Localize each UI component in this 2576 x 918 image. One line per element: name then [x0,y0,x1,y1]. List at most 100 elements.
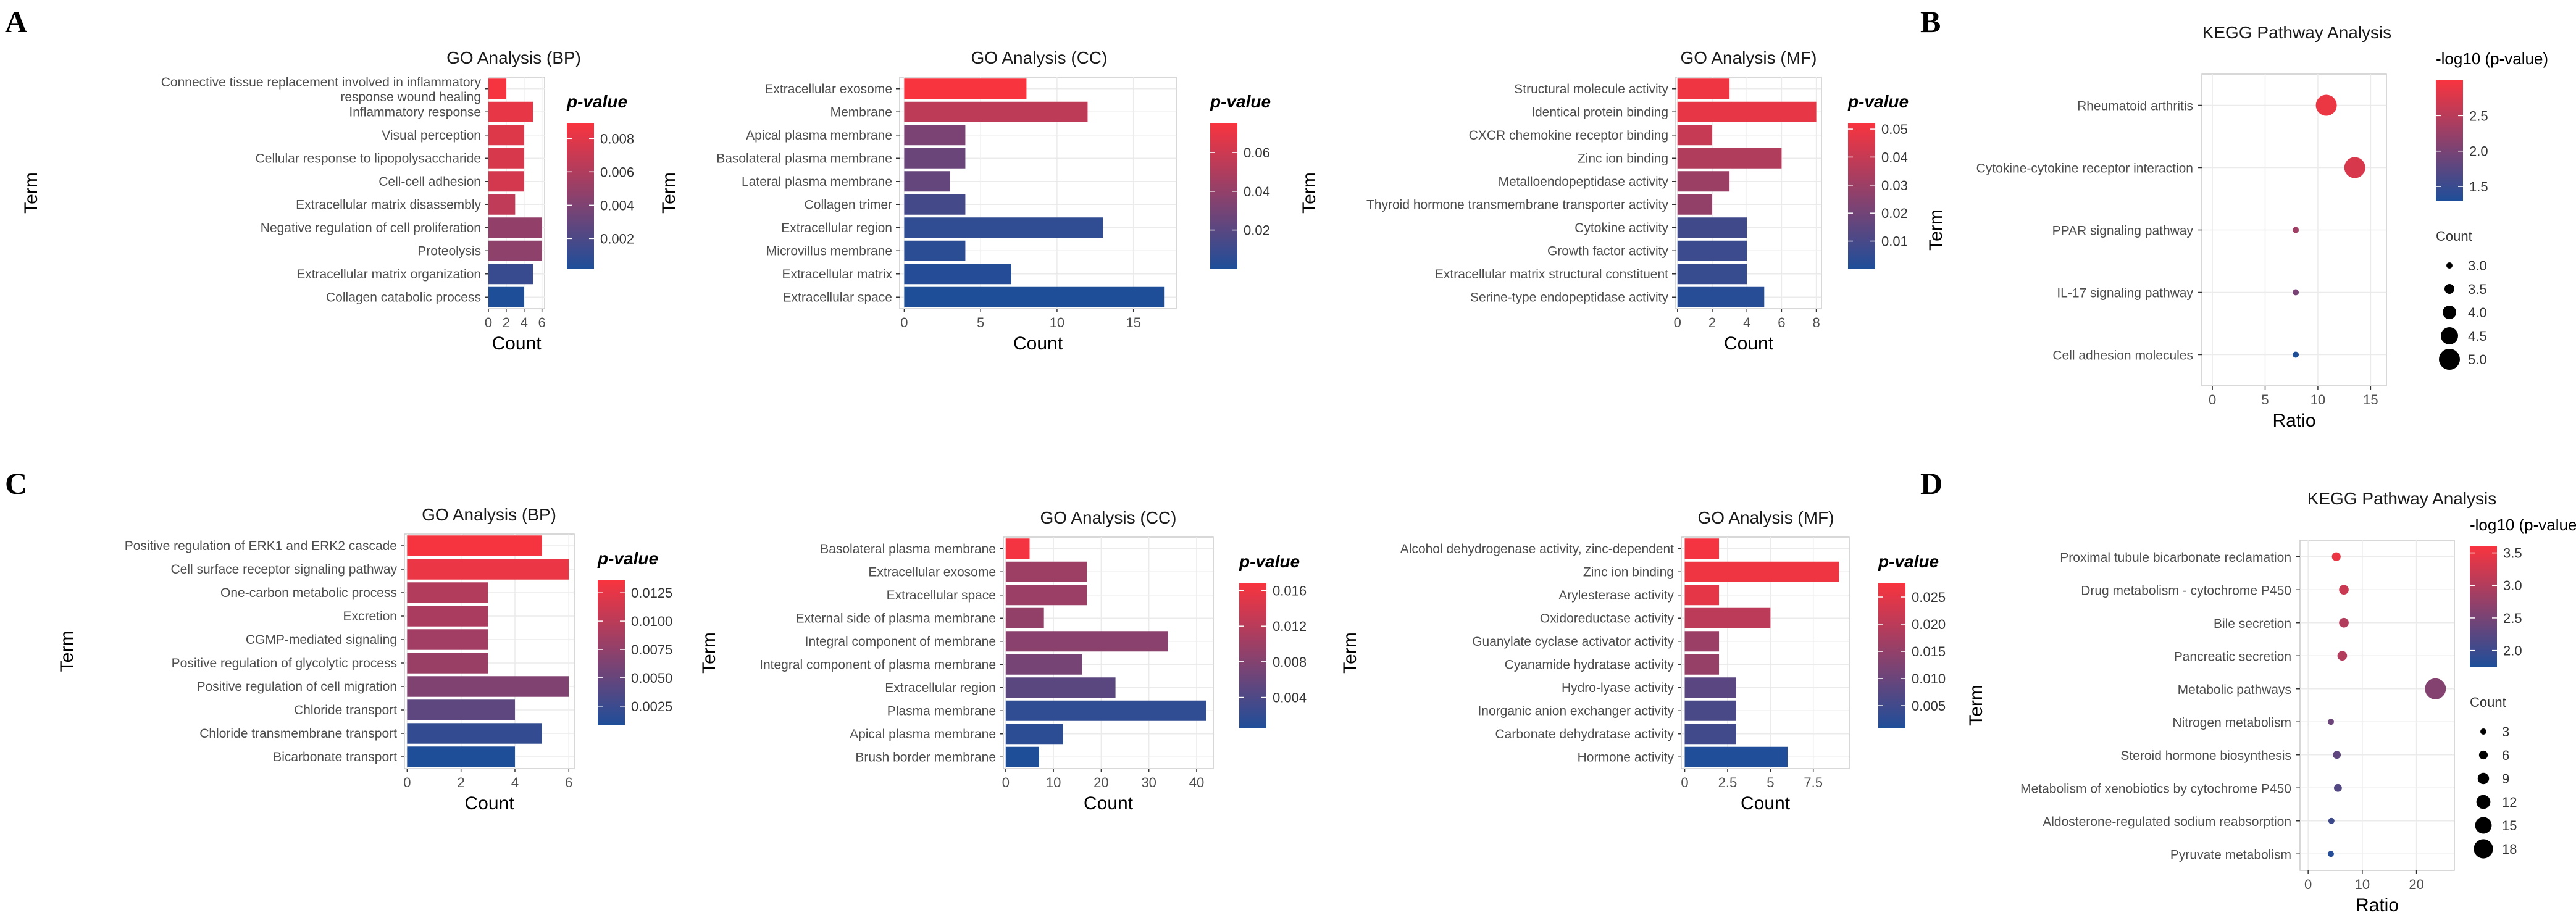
colorbar-label: 0.02 [1244,223,1270,238]
bar [904,264,1011,285]
colorbar-label: 0.0075 [631,642,672,657]
size-legend-label: 6 [2502,748,2509,763]
bar [407,676,569,697]
category-label: Chloride transport [294,703,397,717]
colorbar-label: 0.02 [1881,206,1908,221]
y-axis-title: Term [57,631,77,672]
x-axis-title: Count [464,793,514,814]
category-label: Metabolic pathways [2178,683,2291,697]
x-tick-label: 6 [565,775,572,790]
bar [407,746,515,767]
bar [1684,700,1736,721]
point [2331,552,2341,561]
bar [1684,538,1720,559]
bar [904,240,966,261]
bar [488,217,542,238]
x-tick-label: 0 [403,775,411,790]
colorbar-label: 0.01 [1881,234,1908,249]
bar [1684,654,1720,675]
colorbar-label: 0.0100 [631,614,672,629]
x-tick-label: 8 [1812,315,1820,330]
colorbar-label: 0.015 [1912,644,1946,659]
colorbar-label: 0.06 [1244,145,1270,161]
legend-title: p-value [1878,552,1939,571]
chart-c2: Basolateral plasma membrane Extracellular… [759,508,1307,814]
legend-title: -log10 (p-value) [2436,49,2548,68]
category-label: Connective tissue replacement involved i… [161,75,482,90]
bar [904,101,1088,122]
y-axis-title: Term [1966,685,1986,726]
size-legend-dot [2475,817,2492,834]
category-label: Positive regulation of cell migration [197,680,398,694]
category-label: Apical plasma membrane [746,128,892,143]
x-axis-title: Ratio [2356,895,2399,916]
bar [904,217,1103,238]
colorbar-label: 0.016 [1273,583,1307,599]
colorbar-label: 0.002 [600,231,634,246]
bar [1684,746,1788,767]
category-label: Cytokine activity [1574,221,1668,235]
category-label: Extracellular region [781,221,892,235]
colorbar-label: 0.004 [600,198,634,213]
category-label: response wound healing [340,90,481,104]
x-tick-label: 4 [521,315,528,330]
category-label: Visual perception [382,128,481,143]
chart-title: GO Analysis (MF) [1681,48,1817,67]
colorbar [1239,583,1266,728]
chart-b: Rheumatoid arthritis Cytokine-cytokine re… [1976,23,2548,431]
category-label: Thyroid hormone transmembrane transporte… [1366,198,1669,212]
category-label: Extracellular space [887,588,996,603]
x-tick-label: 2 [503,315,510,330]
colorbar [598,580,625,725]
bar [488,194,516,215]
x-tick-label: 2 [458,775,465,790]
bar [407,699,515,720]
x-tick-label: 0 [1674,315,1681,330]
bar [488,286,524,307]
x-axis-title: Count [1724,333,1774,354]
x-axis-title: Count [1013,333,1063,354]
x-tick-label: 5 [977,315,984,330]
category-label: Inorganic anion exchanger activity [1478,704,1674,718]
y-axis-title: Term [1299,172,1319,214]
x-tick-label: 10 [1050,315,1064,330]
point [2337,651,2348,661]
category-label: Growth factor activity [1547,244,1669,258]
size-legend-label: 3 [2502,724,2509,740]
chart-a2: Extracellular exosome Membrane Apical plas… [716,48,1271,354]
category-label: Carbonate dehydratase activity [1495,727,1675,741]
chart-title: GO Analysis (BP) [422,505,556,524]
chart-title: KEGG Pathway Analysis [2307,489,2497,508]
legend-title: p-value [566,92,627,111]
colorbar-label: 2.0 [2503,643,2522,659]
bar [488,125,524,146]
size-legend-label: 15 [2502,818,2517,833]
category-label: Brush border membrane [855,750,996,764]
category-label: Proximal tubule bicarbonate reclamation [2060,551,2291,565]
size-legend-label: 12 [2502,795,2517,810]
colorbar-label: 0.04 [1244,184,1270,199]
category-label: Identical protein binding [1531,105,1668,119]
size-legend-dot [2439,349,2460,370]
bar [407,559,569,580]
x-tick-label: 6 [538,315,546,330]
category-label: Cytokine-cytokine receptor interaction [1976,162,2193,176]
category-label: Pyruvate metabolism [2170,848,2291,862]
bar [1684,585,1720,606]
colorbar [2470,546,2497,667]
x-tick-label: 15 [1126,315,1140,330]
category-label: One-carbon metabolic process [220,586,397,600]
colorbar-label: 2.5 [2469,108,2488,123]
category-label: Cell-cell adhesion [378,175,481,189]
panel-letter-b: B [1920,4,1941,39]
point [2293,351,2299,358]
category-label: Basolateral plasma membrane [716,151,892,165]
x-tick-label: 10 [2310,392,2325,407]
colorbar [1878,583,1905,728]
bar [1677,101,1817,122]
y-axis-title: Term [1926,209,1946,251]
point [2344,157,2365,178]
chart-title: KEGG Pathway Analysis [2202,23,2392,42]
category-label: Arylesterase activity [1558,588,1674,603]
